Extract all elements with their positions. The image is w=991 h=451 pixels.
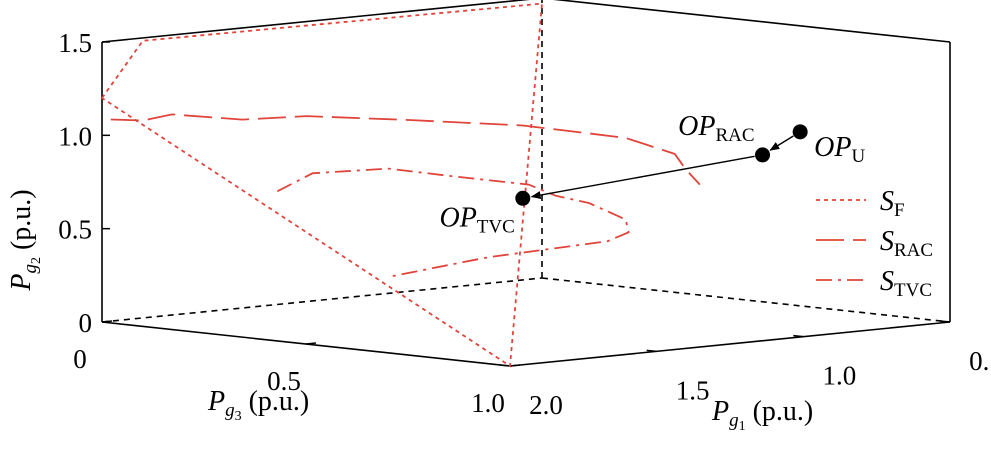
transition-arrow: [530, 155, 755, 200]
x-tick-label: 0: [73, 344, 87, 374]
tick-labels-layer: 0 0.5 1.0 1.5 0 0.5 1.0 2.0 1.5 1.0 0.5: [58, 28, 991, 420]
top-back-edge: [101, 0, 531, 43]
y-tick-mark: [499, 364, 511, 367]
x-tick-mark: [101, 320, 113, 323]
operating-point-u: [792, 124, 808, 140]
axes-box: [101, 0, 951, 367]
x-tick-label: 0.5: [267, 366, 301, 396]
y-tick-label: 2.0: [529, 390, 563, 420]
operating-point-label: OPU: [814, 132, 865, 167]
operating-point-tvc: [515, 190, 531, 206]
x-axis-label: Pg3 (p.u.): [207, 386, 309, 424]
y-axis-line: [509, 321, 951, 367]
operating-point-label: OPTVC: [439, 202, 514, 237]
y-tick-mark: [793, 334, 804, 338]
y-tick-mark: [939, 320, 951, 323]
x-tick-mark: [305, 342, 317, 345]
hidden-floor-edge: [101, 277, 543, 323]
z-tick-label: 1.5: [58, 28, 92, 58]
operating-point-label: OPRAC: [678, 111, 754, 146]
z-tick-label: 1.0: [58, 121, 92, 151]
transition-arrow: [769, 135, 794, 151]
operating-point-rac: [755, 147, 771, 163]
y-tick-mark: [646, 349, 657, 353]
x-tick-mark: [509, 364, 521, 367]
series-line-rac: [110, 113, 701, 186]
y-axis-label: Pg1 (p.u.): [711, 396, 813, 434]
y-tick-label: 0.5: [969, 346, 991, 376]
series-line-f: [100, 2, 543, 368]
legend-label-f: SF: [880, 186, 905, 221]
top-right-edge: [553, 0, 951, 43]
series-layer: [100, 2, 701, 368]
y-tick-label: 1.5: [676, 375, 710, 405]
hidden-floor-edge-2: [541, 277, 951, 323]
legend-label-tvc: STVC: [880, 266, 932, 301]
x-tick-label: 1.0: [471, 388, 505, 418]
z-tick-label: 0: [79, 308, 93, 338]
y-tick-label: 1.0: [822, 361, 856, 391]
legend-label-rac: SRAC: [880, 226, 933, 261]
operating-points-layer: OPU OPRAC OPTVC: [439, 111, 865, 237]
series-line-tvc: [276, 167, 630, 278]
z-tick-label: 0.5: [58, 215, 92, 245]
legend: SF SRAC STVC: [816, 186, 933, 301]
z-axis-label: Pg2 (p.u.): [6, 189, 44, 291]
